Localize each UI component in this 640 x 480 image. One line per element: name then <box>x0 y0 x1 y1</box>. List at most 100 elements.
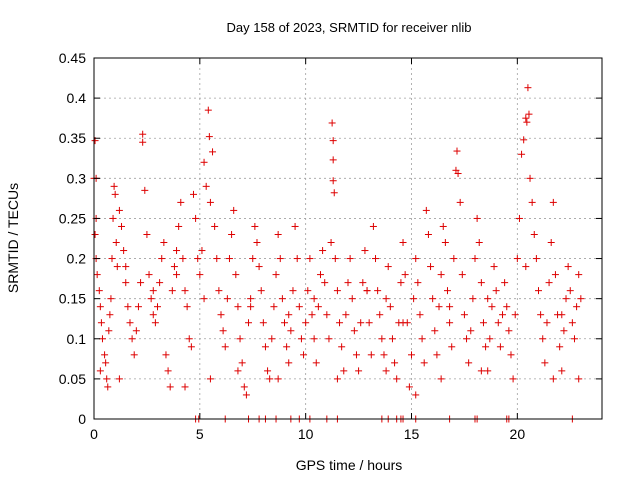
data-point <box>139 138 147 146</box>
data-point <box>154 303 161 311</box>
data-point <box>399 319 407 327</box>
data-point <box>427 263 435 271</box>
data-point <box>230 206 238 214</box>
data-point <box>124 303 132 311</box>
data-point <box>211 222 219 230</box>
data-point <box>401 271 409 279</box>
data-point <box>319 247 327 255</box>
data-point <box>122 279 130 287</box>
data-point <box>515 214 523 222</box>
data-point <box>382 367 390 375</box>
data-point <box>484 295 492 303</box>
x-tick-label: 10 <box>298 426 314 442</box>
data-point <box>181 287 189 295</box>
data-point <box>501 279 509 287</box>
data-point <box>365 319 373 327</box>
data-point <box>268 335 276 343</box>
data-point <box>460 311 468 319</box>
data-point <box>151 319 159 327</box>
data-point <box>308 311 316 319</box>
data-point <box>236 335 244 343</box>
data-point <box>344 279 352 287</box>
data-point <box>112 239 120 247</box>
data-point <box>329 156 337 164</box>
data-point <box>106 311 114 319</box>
data-point <box>471 255 479 263</box>
data-point <box>205 133 213 141</box>
data-point <box>316 271 324 279</box>
data-point <box>225 255 233 263</box>
data-point <box>453 147 461 155</box>
data-point <box>439 222 447 230</box>
data-point <box>321 279 329 287</box>
data-point <box>170 263 178 271</box>
data-point <box>111 190 119 198</box>
y-tick-label: 0 <box>78 411 86 427</box>
data-point <box>509 375 517 383</box>
data-point <box>177 198 185 206</box>
y-axis-ticks: 0 0.05 0.1 0.15 0.2 0.25 0.3 0.35 0.4 0.45 <box>59 50 602 427</box>
data-point <box>104 383 112 391</box>
data-point <box>575 375 583 383</box>
data-point <box>564 263 572 271</box>
data-point <box>566 287 574 295</box>
data-point <box>522 114 530 122</box>
data-point <box>278 295 286 303</box>
data-point <box>372 255 380 263</box>
data-point <box>291 222 299 230</box>
data-point <box>179 255 187 263</box>
data-point <box>465 359 473 367</box>
data-point <box>511 311 519 319</box>
data-point <box>200 295 208 303</box>
data-point <box>346 255 354 263</box>
data-point <box>523 118 531 126</box>
data-point <box>274 230 282 238</box>
data-point <box>380 351 388 359</box>
data-point <box>283 343 291 351</box>
data-point <box>537 311 545 319</box>
data-point <box>446 319 454 327</box>
data-point <box>416 311 424 319</box>
data-point <box>330 189 338 197</box>
data-point <box>507 351 515 359</box>
data-point <box>333 287 341 295</box>
data-point <box>242 391 250 399</box>
data-point <box>251 222 259 230</box>
data-point <box>484 367 492 375</box>
data-point <box>149 287 157 295</box>
data-point <box>547 239 555 247</box>
data-point <box>108 255 116 263</box>
data-point <box>173 247 181 255</box>
data-point <box>300 351 308 359</box>
data-point <box>329 137 337 145</box>
data-point <box>192 214 200 222</box>
data-point <box>393 375 401 383</box>
data-point <box>249 255 257 263</box>
data-point <box>448 343 456 351</box>
data-point <box>357 319 365 327</box>
data-point <box>285 311 293 319</box>
x-axis-ticks: 0 5 10 15 20 <box>90 58 525 442</box>
data-point <box>206 198 214 206</box>
data-point <box>306 255 314 263</box>
data-point <box>454 170 462 178</box>
data-point <box>304 287 312 295</box>
data-point <box>149 311 157 319</box>
data-point <box>350 327 358 335</box>
data-point <box>253 239 261 247</box>
data-point <box>560 327 568 335</box>
data-point <box>202 182 210 190</box>
data-point <box>363 287 371 295</box>
data-point <box>420 359 428 367</box>
data-point <box>374 287 382 295</box>
data-point <box>522 263 530 271</box>
x-axis-label: GPS time / hours <box>296 457 403 473</box>
data-point <box>556 343 564 351</box>
plot-frame <box>93 57 603 420</box>
data-point <box>147 295 155 303</box>
data-point <box>93 271 101 279</box>
data-point <box>399 239 407 247</box>
data-point <box>234 303 242 311</box>
data-point <box>482 343 490 351</box>
